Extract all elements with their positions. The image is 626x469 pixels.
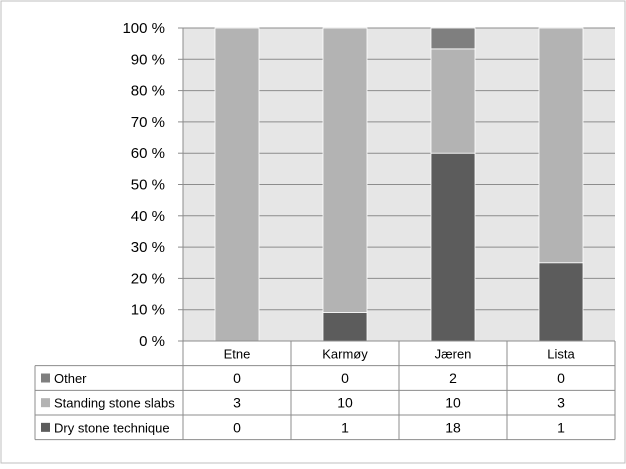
bar-j-ren-dry-stone-technique: [430, 152, 476, 342]
table-value: 0: [233, 370, 241, 386]
table-value: 0: [233, 419, 241, 435]
y-tick-label: 50 %: [131, 177, 165, 194]
y-tick-label: 20 %: [131, 270, 165, 287]
bar-lista-dry-stone-technique: [538, 262, 584, 342]
bar-lista-standing-stone-slabs: [538, 27, 584, 264]
category-label: Etne: [224, 346, 251, 361]
table-value: 10: [337, 395, 353, 411]
y-tick-label: 30 %: [131, 239, 165, 256]
legend-label: Standing stone slabs: [54, 396, 175, 411]
table-value: 1: [341, 419, 349, 435]
table-value: 0: [557, 370, 565, 386]
y-tick-label: 0 %: [139, 333, 165, 350]
legend-key-standing-stone-slabs: [41, 398, 50, 408]
table-value: 3: [233, 395, 241, 411]
bars: [214, 27, 584, 342]
y-tick-label: 40 %: [131, 208, 165, 225]
y-tick-label: 100 %: [122, 20, 165, 37]
table-value: 10: [445, 395, 461, 411]
legend-key-dry-stone-technique: [41, 422, 50, 432]
y-tick-label: 90 %: [131, 51, 165, 68]
category-label: Jæren: [435, 346, 472, 361]
bar-etne-standing-stone-slabs: [214, 27, 260, 342]
y-tick-label: 70 %: [131, 114, 165, 131]
bar-karm-y-standing-stone-slabs: [322, 27, 368, 313]
data-table: Etne Karmøy Jæren Lista Other 0 0 2 0 Standing st…: [34, 340, 616, 441]
table-value: 1: [557, 419, 565, 435]
category-label: Lista: [547, 346, 575, 361]
bar-j-ren-other: [430, 27, 476, 50]
y-tick-label: 10 %: [131, 302, 165, 319]
legend-label: Dry stone technique: [54, 420, 170, 435]
bar-karm-y-dry-stone-technique: [322, 312, 368, 342]
table-value: 18: [445, 419, 461, 435]
table-value: 3: [557, 395, 565, 411]
y-tick-label: 80 %: [131, 83, 165, 100]
y-tick-label: 60 %: [131, 145, 165, 162]
y-axis-ticks: 0 % 10 % 20 % 30 % 40 % 50 % 60 % 70 % 80 % 90 % 1…: [122, 20, 165, 350]
category-label: Karmøy: [322, 346, 368, 361]
table-value: 0: [341, 370, 349, 386]
legend-key-other: [41, 373, 50, 383]
table-value: 2: [449, 370, 457, 386]
bar-j-ren-standing-stone-slabs: [430, 48, 476, 154]
legend-label: Other: [54, 371, 87, 386]
